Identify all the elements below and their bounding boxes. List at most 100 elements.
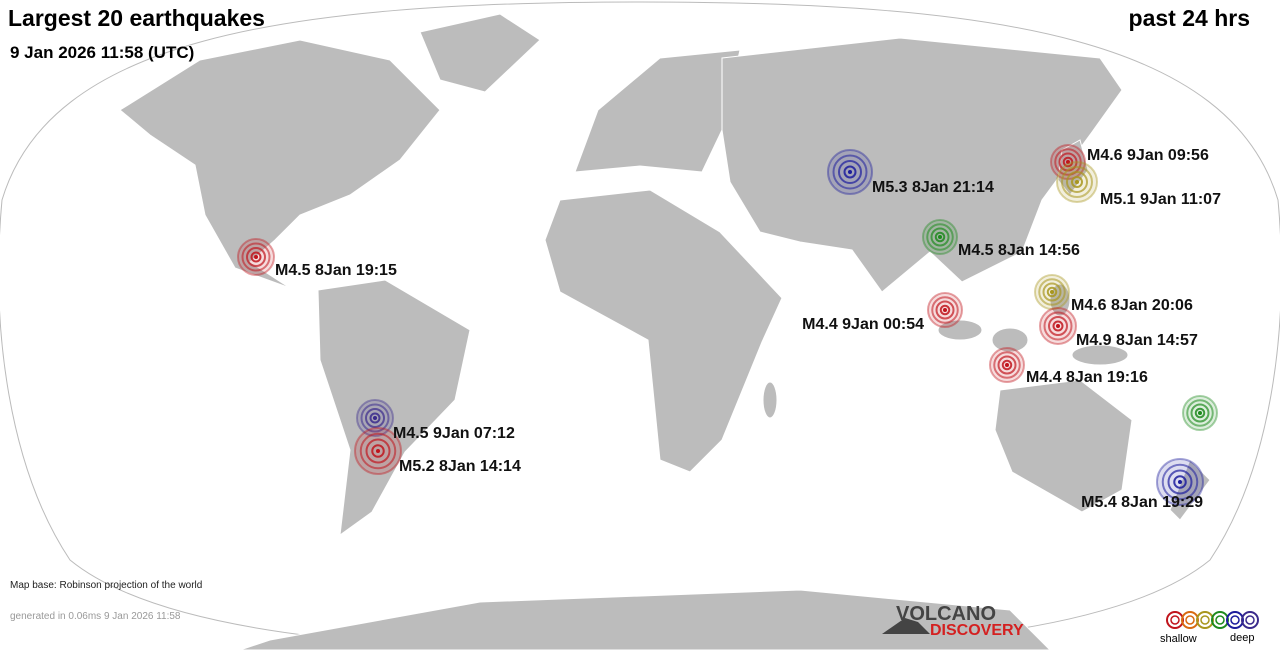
quake-marker bbox=[237, 238, 275, 276]
logo-top: VOLCANO bbox=[896, 603, 996, 625]
marker-ring bbox=[1046, 286, 1058, 298]
marker-ring bbox=[926, 223, 954, 251]
marker-ring bbox=[1161, 463, 1199, 501]
timestamp: 9 Jan 2026 11:58 (UTC) bbox=[10, 43, 194, 62]
marker-ring bbox=[1042, 282, 1062, 302]
title: Largest 20 earthquakes bbox=[8, 5, 265, 31]
quake-label: M5.1 9Jan 11:07 bbox=[1100, 191, 1221, 208]
marker-ring bbox=[1190, 403, 1210, 423]
marker-core bbox=[1056, 324, 1060, 328]
marker-core bbox=[848, 170, 852, 174]
marker-ring bbox=[365, 438, 391, 464]
marker-core bbox=[938, 235, 942, 239]
quake-label: M4.5 9Jan 07:12 bbox=[393, 425, 515, 442]
marker-ring bbox=[1043, 311, 1073, 341]
legend-ring bbox=[1166, 611, 1184, 629]
marker-ring bbox=[1001, 359, 1013, 371]
marker-core bbox=[1198, 411, 1202, 415]
marker-ring bbox=[1048, 316, 1068, 336]
marker-ring bbox=[365, 408, 385, 428]
quake-marker bbox=[989, 347, 1025, 383]
quake-marker bbox=[1156, 458, 1204, 506]
landmasses bbox=[119, 13, 1211, 650]
quake-marker bbox=[1039, 307, 1077, 345]
marker-ring bbox=[1038, 278, 1066, 306]
earthquakes: M4.6 9Jan 09:56 M5.1 9Jan 11:07 M5.3 8Jan … bbox=[237, 144, 1221, 511]
legend-ring bbox=[1196, 611, 1214, 629]
legend-shallow: shallow bbox=[1160, 633, 1197, 645]
legend-ring bbox=[1211, 611, 1229, 629]
quake-marker bbox=[927, 292, 963, 328]
quake-label: M4.5 8Jan 19:15 bbox=[275, 262, 397, 279]
marker-core bbox=[376, 449, 380, 453]
marker-ring bbox=[939, 304, 951, 316]
marker-ring bbox=[843, 165, 857, 179]
marker-ring bbox=[1054, 148, 1082, 176]
marker-ring bbox=[1071, 176, 1083, 188]
quake-label: M4.6 8Jan 20:06 bbox=[1071, 297, 1193, 314]
marker-ring bbox=[246, 247, 266, 267]
legend-ring bbox=[1241, 611, 1259, 629]
quake-marker bbox=[827, 149, 873, 195]
marker-ring bbox=[360, 403, 390, 433]
legend-ring bbox=[1170, 615, 1180, 625]
marker-ring bbox=[371, 444, 385, 458]
legend-ring bbox=[1181, 611, 1199, 629]
generated-note: generated in 0.06ms 9 Jan 2026 11:58 bbox=[10, 611, 181, 622]
quake-marker bbox=[354, 427, 402, 475]
marker-ring bbox=[250, 251, 262, 263]
marker-ring bbox=[1062, 156, 1074, 168]
legend-ring bbox=[1185, 615, 1195, 625]
legend-deep: deep bbox=[1230, 632, 1254, 644]
quake-marker bbox=[1056, 161, 1098, 203]
marker-core bbox=[1066, 160, 1070, 164]
period: past 24 hrs bbox=[1129, 5, 1250, 31]
quake-label: M5.2 8Jan 14:14 bbox=[399, 458, 521, 475]
depth-legend bbox=[1166, 611, 1259, 629]
quake-label: M4.5 8Jan 14:56 bbox=[958, 242, 1080, 259]
quake-label: M5.4 8Jan 19:29 bbox=[1081, 494, 1203, 511]
marker-ring bbox=[930, 227, 950, 247]
marker-ring bbox=[359, 432, 397, 470]
marker-ring bbox=[838, 160, 862, 184]
marker-ring bbox=[1173, 475, 1187, 489]
marker-ring bbox=[241, 242, 271, 272]
marker-ring bbox=[1186, 399, 1214, 427]
legend-ring bbox=[1245, 615, 1255, 625]
legend-ring bbox=[1215, 615, 1225, 625]
marker-ring bbox=[934, 231, 946, 243]
legend-ring bbox=[1200, 615, 1210, 625]
quake-marker bbox=[922, 219, 958, 255]
quake-label: M4.9 8Jan 14:57 bbox=[1076, 332, 1198, 349]
marker-core bbox=[1050, 290, 1054, 294]
legend-ring bbox=[1226, 611, 1244, 629]
marker-ring bbox=[1167, 469, 1193, 495]
quake-marker bbox=[356, 399, 394, 437]
map-base-note: Map base: Robinson projection of the wor… bbox=[10, 580, 202, 591]
marker-ring bbox=[931, 296, 959, 324]
marker-core bbox=[943, 308, 947, 312]
marker-core bbox=[1178, 480, 1182, 484]
marker-ring bbox=[832, 154, 868, 190]
marker-ring bbox=[1194, 407, 1206, 419]
marker-ring bbox=[1061, 166, 1093, 198]
marker-ring bbox=[993, 351, 1021, 379]
quake-label: M4.4 8Jan 19:16 bbox=[1026, 369, 1148, 386]
marker-ring bbox=[369, 412, 381, 424]
quake-marker bbox=[1034, 274, 1070, 310]
quake-marker bbox=[1182, 395, 1218, 431]
logo-bottom: DISCOVERY bbox=[930, 622, 1024, 639]
marker-ring bbox=[1052, 320, 1064, 332]
marker-core bbox=[254, 255, 258, 259]
quake-label: M4.6 9Jan 09:56 bbox=[1087, 147, 1209, 164]
quake-label: M4.4 9Jan 00:54 bbox=[802, 316, 924, 333]
marker-core bbox=[1005, 363, 1009, 367]
marker-ring bbox=[1066, 171, 1088, 193]
logo-icon bbox=[882, 618, 930, 634]
marker-ring bbox=[997, 355, 1017, 375]
legend-ring bbox=[1230, 615, 1240, 625]
marker-core bbox=[373, 416, 377, 420]
marker-ring bbox=[935, 300, 955, 320]
quake-label: M5.3 8Jan 21:14 bbox=[872, 179, 994, 196]
